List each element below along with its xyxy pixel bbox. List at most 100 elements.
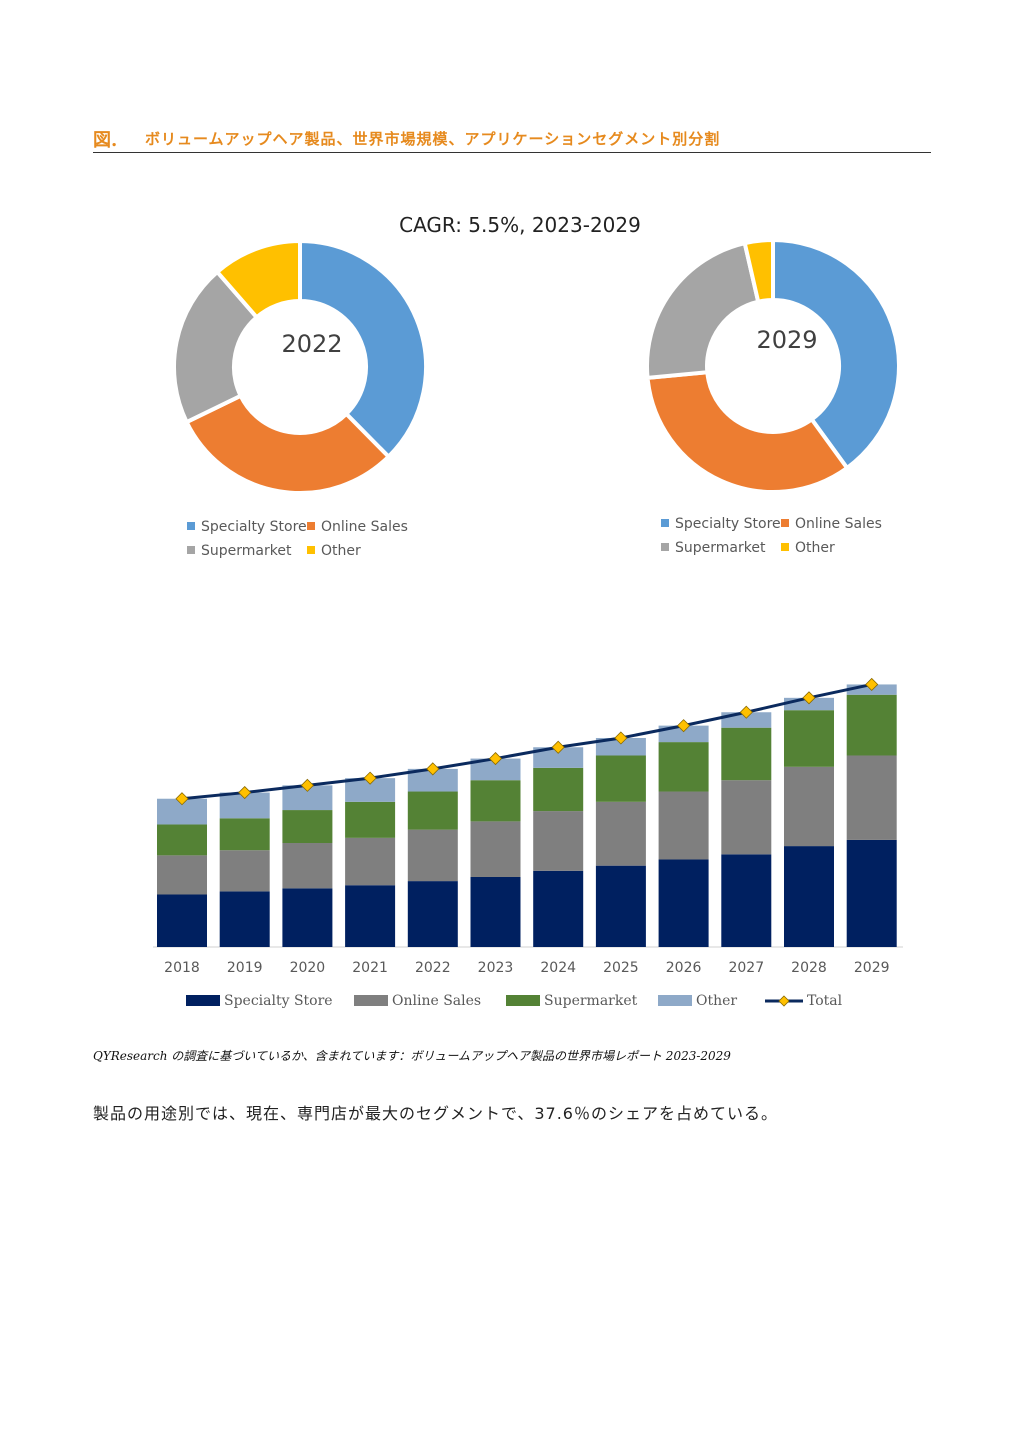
bar-2022-online-sales — [407, 829, 458, 882]
bar-2018-specialty-store — [157, 894, 207, 947]
donut-2029-legend-swatch-online-sales — [781, 519, 789, 527]
bar-2021-other — [345, 778, 396, 802]
bar-2025-online-sales — [595, 801, 646, 866]
donut-2029-center-label: 2029 — [756, 326, 817, 354]
donut-2022-legend-label-other: Other — [321, 543, 361, 559]
x-tick-label-2019: 2019 — [227, 960, 263, 976]
bar-2025-supermarket — [595, 755, 646, 802]
bar-2018-supermarket — [157, 824, 207, 856]
bar-2029-supermarket — [846, 694, 897, 756]
legend-swatch-other — [658, 995, 692, 1006]
figure-label: 図. — [93, 130, 118, 151]
x-tick-label-2020: 2020 — [290, 960, 326, 976]
bar-2024-other — [533, 747, 584, 768]
source-citation: QYResearch の調査に基づいているか、含まれています：ボリュームアップヘ… — [93, 1049, 731, 1063]
figure-header: 図. ボリュームアップヘア製品、世界市場規模、アプリケーションセグメント別分割 — [93, 124, 931, 153]
donut-2022-legend-swatch-specialty-store — [187, 522, 195, 530]
bar-2029-specialty-store — [846, 839, 897, 947]
donut-2022-legend: Specialty Store Online Sales Supermarket Ot… — [187, 519, 408, 559]
donut-2022-legend-swatch-supermarket — [187, 546, 195, 554]
donut-2022-legend-swatch-other — [307, 546, 315, 554]
bar-2022-other — [407, 768, 458, 792]
total-marker-2024 — [551, 740, 565, 754]
x-tick-label-2018: 2018 — [164, 960, 200, 976]
bar-2018-online-sales — [157, 855, 207, 895]
bar-2019-supermarket — [219, 818, 270, 851]
legend-label-specialty-store: Specialty Store — [224, 993, 333, 1009]
total-marker-2022 — [426, 762, 440, 776]
donut-2029-slice-supermarket — [645, 240, 761, 381]
bar-2020-supermarket — [282, 810, 333, 844]
bar-2027-online-sales — [721, 780, 772, 855]
total-marker-2018 — [175, 792, 189, 806]
donut-2029-legend: Specialty Store Online Sales Supermarket Ot… — [661, 516, 882, 556]
donut-2022-slice-other — [214, 238, 302, 321]
donut-2029-legend-label-other: Other — [795, 540, 835, 556]
donut-2029-legend-label-online-sales: Online Sales — [795, 516, 882, 532]
bar-2026-other — [658, 725, 709, 743]
summary-note: 製品の用途別では、現在、専門店が最大のセグメントで、37.6％のシェアを占めてい… — [93, 1104, 778, 1123]
bar-2020-specialty-store — [282, 888, 333, 947]
total-marker-2027 — [739, 705, 753, 719]
donut-2022-center-label: 2022 — [281, 330, 342, 358]
total-marker-2019 — [238, 785, 252, 800]
donut-2029-legend-swatch-supermarket — [661, 543, 669, 551]
bar-2022-specialty-store — [407, 881, 458, 947]
x-tick-label-2027: 2027 — [728, 960, 764, 976]
donut-2029 — [645, 237, 901, 494]
x-tick-label-2028: 2028 — [791, 960, 827, 976]
legend-label-total: Total — [807, 993, 843, 1009]
legend-swatch-specialty-store — [186, 995, 220, 1006]
donut-charts: CAGR: 5.5%, 2023-2029 2022 2029 Specialt… — [172, 213, 901, 559]
total-marker-2028 — [802, 691, 816, 705]
donut-2029-legend-label-specialty-store: Specialty Store — [675, 516, 781, 532]
bar-2028-supermarket — [784, 710, 834, 767]
bar-2028-specialty-store — [784, 846, 834, 947]
donut-2029-slice-other — [742, 237, 775, 305]
bar-2027-specialty-store — [721, 854, 772, 947]
x-tick-labels: 2018 2019 2020 2021 2022 2023 2024 2025 2026 2027… — [164, 960, 889, 976]
bar-2026-online-sales — [658, 791, 709, 860]
total-marker-2021 — [363, 771, 377, 785]
legend-swatch-online-sales — [354, 995, 388, 1006]
bar-2021-supermarket — [345, 801, 396, 838]
total-line — [175, 677, 879, 806]
bar-2023-online-sales — [470, 821, 521, 877]
bar-2021-online-sales — [345, 837, 396, 886]
donut-2029-legend-label-supermarket: Supermarket — [675, 540, 766, 556]
legend-swatch-supermarket — [506, 995, 540, 1006]
bar-2024-supermarket — [533, 767, 584, 812]
donut-2022-legend-label-supermarket: Supermarket — [201, 543, 292, 559]
donut-2022-slice-supermarket — [172, 269, 260, 425]
bar-2019-specialty-store — [219, 891, 270, 947]
bar-2023-specialty-store — [470, 876, 521, 947]
total-marker-2029 — [865, 677, 879, 692]
bar-2025-specialty-store — [595, 865, 646, 947]
bar-2027-supermarket — [721, 727, 772, 781]
donut-2022 — [172, 238, 428, 495]
x-tick-label-2029: 2029 — [854, 960, 890, 976]
bar-2020-online-sales — [282, 843, 333, 889]
bar-2019-online-sales — [219, 850, 270, 892]
bar-2021-specialty-store — [345, 885, 396, 947]
x-tick-label-2021: 2021 — [352, 960, 388, 976]
donut-2022-legend-label-specialty-store: Specialty Store — [201, 519, 307, 535]
x-tick-label-2026: 2026 — [666, 960, 702, 976]
bar-2028-online-sales — [784, 766, 834, 847]
donut-2029-legend-swatch-other — [781, 543, 789, 551]
donut-2022-slice-online-sales — [184, 393, 392, 495]
bar-2025-other — [595, 737, 646, 756]
donut-2022-slice-specialty-store — [298, 238, 428, 460]
bar-2022-supermarket — [407, 791, 458, 830]
total-marker-2026 — [677, 719, 691, 733]
bar-2026-supermarket — [658, 742, 709, 792]
bar-2023-other — [470, 758, 521, 781]
total-marker-2020 — [300, 778, 314, 792]
legend-label-online-sales: Online Sales — [392, 993, 481, 1009]
bar-2026-specialty-store — [658, 859, 709, 947]
total-marker-2025 — [614, 731, 628, 745]
donut-2029-slice-online-sales — [645, 370, 850, 494]
bar-stacks — [157, 684, 897, 947]
total-series-line — [181, 682, 873, 801]
stacked-bar-chart: 2018 2019 2020 2021 2022 2023 2024 2025 2026 2027… — [153, 677, 903, 1009]
